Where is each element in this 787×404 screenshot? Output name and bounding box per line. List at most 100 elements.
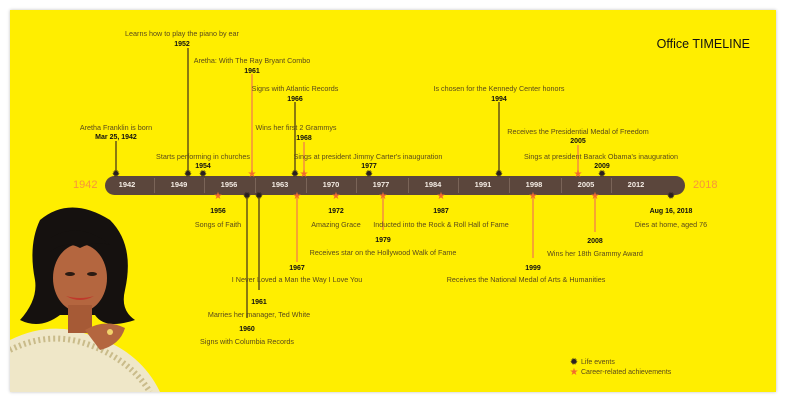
axis-tick: 1998 xyxy=(525,180,543,189)
event-description: Inducted into the Rock & Roll Hall of Fa… xyxy=(373,220,509,229)
axis-tick: 1991 xyxy=(474,180,492,189)
star-icon: ★ xyxy=(573,169,583,180)
star-icon: ★ xyxy=(378,191,388,202)
life-event-icon: ✹ xyxy=(364,169,374,180)
connector-line xyxy=(498,102,500,175)
tick-separator xyxy=(255,178,256,193)
connector-line xyxy=(296,198,298,262)
star-icon: ★ xyxy=(569,367,579,378)
connector-line xyxy=(294,102,296,172)
event-date: 1960 xyxy=(239,326,255,333)
tick-separator xyxy=(561,178,562,193)
event-description: Songs of Faith xyxy=(194,220,242,229)
axis-tick: 2005 xyxy=(577,180,595,189)
event-date: 1999 xyxy=(525,265,541,272)
axis-tick: 1942 xyxy=(118,180,136,189)
tick-separator xyxy=(408,178,409,193)
star-icon: ★ xyxy=(213,191,223,202)
event-description: Sings at president Barack Obama's inaugu… xyxy=(524,152,678,161)
event-date: Mar 25, 1942 xyxy=(95,134,137,141)
axis-tick: 2012 xyxy=(627,180,645,189)
axis-tick: 1963 xyxy=(271,180,289,189)
life-event-icon: ✹ xyxy=(242,191,252,202)
connector-line xyxy=(303,142,305,172)
event-description: Learns how to play the piano by ear xyxy=(125,29,239,38)
brand-title: Office TIMELINE xyxy=(657,37,750,51)
portrait-illustration xyxy=(10,207,160,392)
life-event-icon: ✹ xyxy=(198,169,208,180)
connector-line xyxy=(382,198,384,230)
event-description: Dies at home, aged 76 xyxy=(634,220,708,229)
connector-line xyxy=(246,198,248,318)
event-description: Starts performing in churches xyxy=(156,152,250,161)
event-description: Is chosen for the Kennedy Center honors xyxy=(433,84,565,93)
life-event-icon: ✹ xyxy=(494,169,504,180)
timeline-card: Office TIMELINE 1942 2018 1942 1949 1956 19… xyxy=(10,10,776,392)
star-icon: ★ xyxy=(590,191,600,202)
tick-separator xyxy=(458,178,459,193)
event-description: Aretha: With The Ray Bryant Combo xyxy=(193,56,311,65)
event-date: 2005 xyxy=(570,138,586,145)
star-icon: ★ xyxy=(292,191,302,202)
timeline-bar xyxy=(105,176,685,195)
brand-office: Office xyxy=(656,37,690,51)
connector-line xyxy=(594,198,596,232)
event-date: Aug 16, 2018 xyxy=(649,208,693,215)
event-date: 1994 xyxy=(491,96,507,103)
brand-timeline: TIMELINE xyxy=(692,37,750,51)
axis-tick: 1949 xyxy=(170,180,188,189)
event-description: Sings at president Jimmy Carter's inaugu… xyxy=(293,152,443,161)
life-event-icon: ✹ xyxy=(290,169,300,180)
axis-tick: 1984 xyxy=(424,180,442,189)
tick-separator xyxy=(204,178,205,193)
connector-line xyxy=(187,48,189,175)
tick-separator xyxy=(611,178,612,193)
life-event-icon: ✹ xyxy=(254,191,264,202)
life-event-icon: ✹ xyxy=(597,169,607,180)
event-description: Marries her manager, Ted White xyxy=(207,310,311,319)
event-date: 1966 xyxy=(287,96,303,103)
life-event-icon: ✹ xyxy=(183,169,193,180)
event-date: 1956 xyxy=(210,208,226,215)
connector-line xyxy=(532,198,534,258)
life-event-icon: ✹ xyxy=(666,191,676,202)
event-description: Receives star on the Hollywood Walk of F… xyxy=(309,248,457,257)
event-date: 1961 xyxy=(244,68,260,75)
event-date: 1952 xyxy=(174,41,190,48)
tick-separator xyxy=(154,178,155,193)
event-date: 1961 xyxy=(251,299,267,306)
event-description: Signs with Columbia Records xyxy=(200,337,294,346)
event-description: Receives the Presidential Medal of Freed… xyxy=(507,127,649,136)
event-description: Wins her 18th Grammy Award xyxy=(547,249,643,258)
event-date: 1979 xyxy=(375,237,391,244)
life-event-icon: ✹ xyxy=(569,357,579,368)
connector-line xyxy=(577,145,579,172)
connector-line xyxy=(115,141,117,175)
axis-tick: 1970 xyxy=(322,180,340,189)
star-icon: ★ xyxy=(247,169,257,180)
star-icon: ★ xyxy=(436,191,446,202)
tick-separator xyxy=(356,178,357,193)
event-date: 2008 xyxy=(587,238,603,245)
event-description: Amazing Grace xyxy=(311,220,361,229)
event-date: 1967 xyxy=(289,265,305,272)
star-icon: ★ xyxy=(331,191,341,202)
life-event-icon: ✹ xyxy=(111,169,121,180)
star-icon: ★ xyxy=(528,191,538,202)
connector-line xyxy=(251,74,253,172)
event-date: 1954 xyxy=(195,163,211,170)
event-description: Signs with Atlantic Records xyxy=(251,84,339,93)
event-date: 1968 xyxy=(296,135,312,142)
legend-career: Career-related achievements xyxy=(581,369,672,376)
event-description: I Never Loved a Man the Way I Love You xyxy=(231,275,363,284)
tick-separator xyxy=(306,178,307,193)
event-description: Aretha Franklin is born xyxy=(79,123,153,132)
star-icon: ★ xyxy=(299,169,309,180)
axis-tick: 1956 xyxy=(220,180,238,189)
connector-line xyxy=(258,198,260,290)
event-date: 1977 xyxy=(361,163,377,170)
event-date: 2009 xyxy=(594,163,610,170)
event-description: Receives the National Medal of Arts & Hu… xyxy=(446,275,606,284)
tick-separator xyxy=(509,178,510,193)
event-description: Wins her first 2 Grammys xyxy=(255,123,337,132)
